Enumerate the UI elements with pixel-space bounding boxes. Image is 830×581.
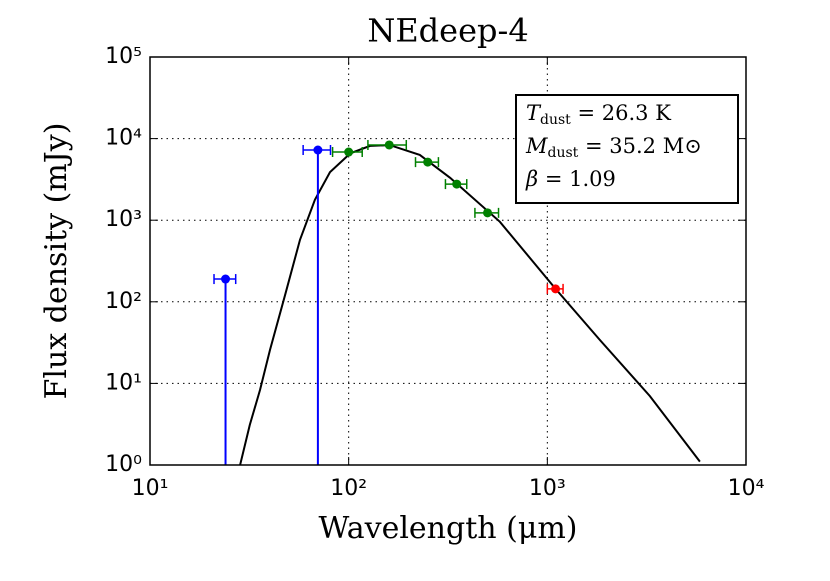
annotation-line: Mdust = 35.2 M⊙ <box>525 134 702 162</box>
annotation-line: β = 1.09 <box>525 167 616 191</box>
chart-title: NEdeep-4 <box>367 12 528 50</box>
y-tick-label: 10¹ <box>105 370 142 395</box>
data-point <box>344 147 354 157</box>
annotation-var: M <box>525 134 548 158</box>
model-curve <box>239 144 701 465</box>
x-tick-label: 10² <box>330 476 367 501</box>
x-tick-label: 10⁴ <box>728 476 765 501</box>
y-axis-label: Flux density (mJy) <box>39 123 74 400</box>
y-tick-label: 10² <box>105 289 142 314</box>
annotation-var: β <box>525 167 538 191</box>
annotation-sub: dust <box>548 145 579 161</box>
y-tick-label: 10³ <box>105 207 142 232</box>
data-point <box>384 140 394 150</box>
data-point <box>483 208 493 218</box>
x-tick-label: 10¹ <box>132 476 169 501</box>
annotation-box <box>515 94 739 204</box>
data-point <box>313 145 323 155</box>
annotation-rest: = 35.2 M⊙ <box>578 134 701 158</box>
data-point <box>423 157 433 167</box>
annotation-rest: = 26.3 K <box>571 101 671 125</box>
data-point <box>452 179 462 189</box>
x-tick-label: 10³ <box>529 476 566 501</box>
annotation-line: Tdust = 26.3 K <box>526 101 671 129</box>
y-tick-label: 10⁰ <box>105 452 142 477</box>
x-axis-label: Wavelength (μm) <box>319 511 578 546</box>
data-point <box>221 274 231 284</box>
plot-frame <box>149 56 747 466</box>
y-tick-label: 10⁴ <box>105 126 142 151</box>
y-tick-label: 10⁵ <box>105 44 142 69</box>
annotation-var: T <box>526 101 542 125</box>
annotation-rest: = 1.09 <box>538 167 616 191</box>
data-point <box>551 284 561 294</box>
annotation-sub: dust <box>540 112 571 128</box>
